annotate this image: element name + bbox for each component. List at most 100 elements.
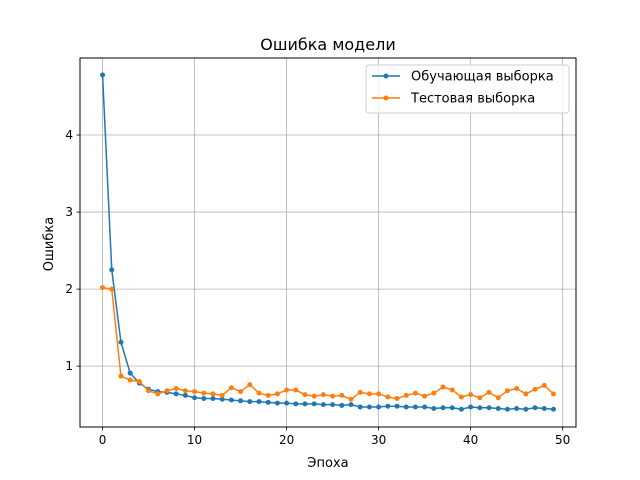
data-point: [228, 397, 234, 403]
data-point: [173, 385, 179, 391]
y-tick-label: 2: [65, 282, 73, 296]
data-point: [210, 395, 216, 401]
data-point: [256, 399, 262, 405]
y-tick-label: 3: [65, 205, 73, 219]
data-point: [256, 390, 262, 396]
data-point: [100, 285, 106, 291]
data-point: [182, 392, 188, 398]
data-point: [541, 406, 547, 412]
data-point: [550, 406, 556, 412]
data-point: [330, 402, 336, 408]
data-point: [127, 377, 133, 383]
data-point: [376, 391, 382, 397]
data-point: [247, 399, 253, 405]
data-point: [228, 385, 234, 391]
data-point: [422, 404, 428, 410]
data-point: [348, 396, 354, 402]
data-point: [136, 379, 142, 385]
data-point: [173, 391, 179, 397]
data-point: [449, 405, 455, 411]
data-point: [458, 394, 464, 400]
data-point: [238, 389, 244, 395]
data-point: [155, 391, 161, 397]
legend-label: Обучающая выборка: [411, 70, 554, 85]
data-point: [284, 400, 290, 406]
data-point: [504, 388, 510, 394]
data-point: [247, 382, 253, 388]
series-layer: [100, 72, 556, 412]
data-point: [339, 402, 345, 408]
data-point: [523, 391, 529, 397]
data-point: [523, 406, 529, 412]
data-point: [477, 405, 483, 411]
data-point: [146, 388, 152, 394]
data-point: [274, 400, 280, 406]
data-point: [348, 402, 354, 408]
data-point: [164, 388, 170, 394]
data-point: [514, 385, 520, 391]
data-point: [394, 395, 400, 401]
data-point: [201, 395, 207, 401]
data-point: [320, 392, 326, 398]
y-tick-label: 4: [65, 128, 73, 142]
data-point: [320, 402, 326, 408]
data-point: [495, 406, 501, 412]
data-point: [109, 286, 115, 292]
legend-swatch-marker: [383, 73, 389, 79]
series-1: [100, 72, 556, 412]
legend-swatch-marker: [383, 95, 389, 101]
data-point: [532, 386, 538, 392]
data-point: [357, 389, 363, 395]
x-tick-label: 30: [371, 433, 386, 447]
data-point: [403, 392, 409, 398]
x-axis-label: Эпоха: [307, 456, 348, 471]
data-point: [376, 404, 382, 410]
data-point: [302, 401, 308, 407]
x-tick-label: 10: [187, 433, 202, 447]
data-point: [118, 373, 124, 379]
legend-label: Тестовая выборка: [410, 92, 535, 107]
data-point: [477, 395, 483, 401]
data-point: [284, 387, 290, 393]
data-point: [219, 396, 225, 402]
data-point: [366, 404, 372, 410]
data-point: [192, 395, 198, 401]
data-point: [495, 395, 501, 401]
x-tick-label: 0: [99, 433, 107, 447]
series-2: [100, 285, 556, 402]
data-point: [127, 370, 133, 376]
y-tick-label: 1: [65, 359, 73, 373]
data-point: [468, 392, 474, 398]
data-point: [201, 390, 207, 396]
data-point: [274, 391, 280, 397]
data-point: [440, 384, 446, 390]
data-point: [486, 389, 492, 395]
data-point: [182, 388, 188, 394]
data-point: [403, 404, 409, 410]
data-point: [440, 405, 446, 411]
data-point: [219, 392, 225, 398]
data-point: [311, 393, 317, 399]
data-point: [339, 392, 345, 398]
ticks: 0 10 20 30 40 50 1 2 3 4: [65, 128, 570, 447]
data-point: [265, 399, 271, 405]
data-point: [458, 406, 464, 412]
x-tick-label: 50: [555, 433, 570, 447]
data-point: [385, 403, 391, 409]
data-point: [192, 389, 198, 395]
data-point: [532, 405, 538, 411]
data-point: [412, 404, 418, 410]
y-axis-label: Ошибка: [42, 217, 57, 271]
data-point: [504, 406, 510, 412]
grid: [80, 58, 576, 427]
data-point: [394, 403, 400, 409]
data-point: [238, 398, 244, 404]
data-point: [302, 392, 308, 398]
data-point: [366, 391, 372, 397]
data-point: [311, 401, 317, 407]
data-point: [541, 382, 547, 388]
data-point: [265, 392, 271, 398]
data-point: [422, 393, 428, 399]
